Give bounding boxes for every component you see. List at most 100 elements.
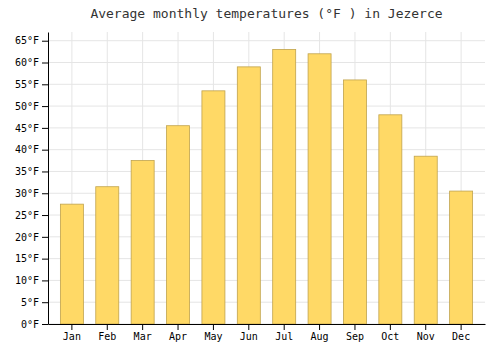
- bar: [343, 80, 366, 324]
- grid-line-y: [48, 40, 485, 41]
- y-tick-mark: [42, 324, 48, 325]
- x-tick-label: Mar: [134, 331, 152, 342]
- x-tick-label: Aug: [311, 331, 329, 342]
- y-tick-label: 25°F: [15, 210, 39, 221]
- x-tick: Oct: [381, 324, 399, 342]
- x-tick-label: May: [204, 331, 222, 342]
- y-tick: 0°F: [21, 319, 48, 330]
- grid-line-y: [48, 106, 485, 107]
- grid: [48, 32, 485, 324]
- grid-line-y: [48, 84, 485, 85]
- grid-line-y: [48, 62, 485, 63]
- y-tick: 65°F: [15, 35, 48, 46]
- bar: [96, 187, 119, 324]
- y-tick-mark: [42, 259, 48, 260]
- y-tick-mark: [42, 171, 48, 172]
- chart-container: Jan Feb Mar Apr May Jun Jul Aug Sep Oct Nov Dec 0°F 5…: [0, 0, 500, 350]
- x-tick: Jan: [63, 324, 81, 342]
- y-tick-mark: [42, 84, 48, 85]
- x-tick-mark: [425, 324, 426, 330]
- y-tick-mark: [42, 41, 48, 42]
- x-tick: Aug: [311, 324, 329, 342]
- x-tick-mark: [142, 324, 143, 330]
- x-tick-mark: [354, 324, 355, 330]
- grid-line-y: [48, 149, 485, 150]
- x-tick: Nov: [417, 324, 435, 342]
- y-tick-label: 35°F: [15, 166, 39, 177]
- x-tick-mark: [213, 324, 214, 330]
- y-tick-mark: [42, 237, 48, 238]
- y-tick-label: 15°F: [15, 253, 39, 264]
- x-tick-label: Feb: [98, 331, 116, 342]
- x-tick-label: Jul: [275, 331, 293, 342]
- x-axis: Jan Feb Mar Apr May Jun Jul Aug Sep Oct Nov Dec: [49, 324, 486, 342]
- y-tick-label: 0°F: [21, 319, 39, 330]
- y-tick-label: 30°F: [15, 188, 39, 199]
- x-tick-mark: [284, 324, 285, 330]
- bar: [450, 191, 473, 324]
- bar: [237, 67, 260, 324]
- x-tick-mark: [107, 324, 108, 330]
- y-tick-label: 5°F: [21, 297, 39, 308]
- y-tick: 15°F: [15, 253, 48, 264]
- x-tick-label: Jun: [240, 331, 258, 342]
- x-tick-mark: [178, 324, 179, 330]
- y-tick-label: 50°F: [15, 101, 39, 112]
- x-tick-mark: [71, 324, 72, 330]
- x-tick-mark: [390, 324, 391, 330]
- y-tick-mark: [42, 63, 48, 64]
- y-tick-mark: [42, 302, 48, 303]
- x-tick-label: Apr: [169, 331, 187, 342]
- y-tick: 20°F: [15, 232, 48, 243]
- y-tick: 5°F: [21, 297, 48, 308]
- y-tick: 40°F: [15, 144, 48, 155]
- y-tick-label: 45°F: [15, 123, 39, 134]
- y-tick-label: 20°F: [15, 232, 39, 243]
- x-tick-label: Nov: [417, 331, 435, 342]
- bar: [273, 49, 296, 324]
- bar: [308, 54, 331, 324]
- x-tick: Jun: [240, 324, 258, 342]
- x-tick-label: Dec: [452, 331, 470, 342]
- x-tick: Jul: [275, 324, 293, 342]
- y-tick-label: 10°F: [15, 275, 39, 286]
- y-tick-mark: [42, 106, 48, 107]
- title: Average monthly temperatures (°F ) in Je…: [90, 6, 442, 21]
- bar: [131, 161, 154, 324]
- y-axis: 0°F 5°F 10°F 15°F 20°F 25°F 30°F 35°F 40°F 45°F 50…: [15, 33, 49, 330]
- bar: [202, 91, 225, 324]
- x-tick-label: Sep: [346, 331, 364, 342]
- y-tick: 50°F: [15, 101, 48, 112]
- x-tick-label: Jan: [63, 331, 81, 342]
- x-tick: Mar: [134, 324, 152, 342]
- y-tick-label: 60°F: [15, 57, 39, 68]
- y-axis-line: [48, 33, 49, 325]
- x-tick: Sep: [346, 324, 364, 342]
- y-tick: 60°F: [15, 57, 48, 68]
- x-tick-mark: [248, 324, 249, 330]
- y-tick-mark: [42, 215, 48, 216]
- chart-svg: Jan Feb Mar Apr May Jun Jul Aug Sep Oct Nov Dec 0°F 5…: [0, 0, 500, 350]
- x-axis-line: [49, 324, 486, 325]
- y-tick-label: 55°F: [15, 79, 39, 90]
- bar: [379, 115, 402, 324]
- y-tick-mark: [42, 128, 48, 129]
- y-tick: 25°F: [15, 210, 48, 221]
- x-tick: Dec: [452, 324, 470, 342]
- y-tick: 35°F: [15, 166, 48, 177]
- y-tick-mark: [42, 150, 48, 151]
- y-tick: 10°F: [15, 275, 48, 286]
- x-tick-label: Oct: [381, 331, 399, 342]
- x-tick-mark: [319, 324, 320, 330]
- y-tick-mark: [42, 280, 48, 281]
- plot-area: [60, 49, 472, 324]
- y-tick-mark: [42, 193, 48, 194]
- y-tick: 45°F: [15, 123, 48, 134]
- y-tick-label: 65°F: [15, 35, 39, 46]
- y-tick: 55°F: [15, 79, 48, 90]
- bar: [60, 204, 83, 324]
- y-tick-label: 40°F: [15, 144, 39, 155]
- x-tick: Feb: [98, 324, 116, 342]
- x-tick: Apr: [169, 324, 187, 342]
- bar: [167, 126, 190, 324]
